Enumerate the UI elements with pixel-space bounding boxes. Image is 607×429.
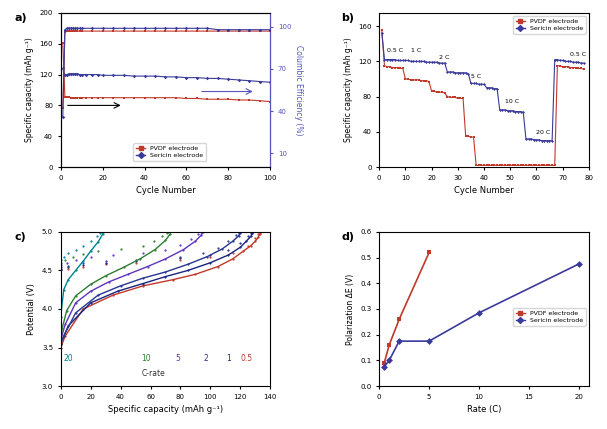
- Y-axis label: Specific capacity (mAh g⁻¹): Specific capacity (mAh g⁻¹): [344, 38, 353, 142]
- Text: 10: 10: [141, 354, 151, 363]
- Text: 2 C: 2 C: [439, 54, 450, 60]
- Text: C-rate: C-rate: [141, 369, 165, 378]
- Text: 0.5 C: 0.5 C: [571, 52, 586, 57]
- Y-axis label: Potential (V): Potential (V): [27, 283, 36, 335]
- Y-axis label: Polarization ΔE (V): Polarization ΔE (V): [346, 273, 354, 344]
- Text: b): b): [342, 13, 354, 23]
- Text: 1 C: 1 C: [411, 48, 421, 52]
- Text: 20 C: 20 C: [537, 130, 551, 136]
- Text: 0.5 C: 0.5 C: [387, 48, 403, 52]
- X-axis label: Cycle Number: Cycle Number: [135, 186, 195, 195]
- Y-axis label: Columbic Efficiency (%): Columbic Efficiency (%): [294, 45, 302, 135]
- X-axis label: Rate (C): Rate (C): [467, 405, 501, 414]
- Text: c): c): [15, 232, 26, 242]
- Text: 5: 5: [175, 354, 180, 363]
- Text: d): d): [342, 232, 354, 242]
- Text: 1: 1: [226, 354, 231, 363]
- Text: a): a): [15, 13, 27, 23]
- Legend: PVDF electrode, Sericin electrode: PVDF electrode, Sericin electrode: [513, 16, 586, 33]
- Y-axis label: Specific capacity (mAh g⁻¹): Specific capacity (mAh g⁻¹): [25, 38, 34, 142]
- Text: 10 C: 10 C: [505, 99, 519, 104]
- Text: 0.5: 0.5: [240, 354, 253, 363]
- X-axis label: Specific capacity (mAh g⁻¹): Specific capacity (mAh g⁻¹): [108, 405, 223, 414]
- Text: 2: 2: [203, 354, 208, 363]
- X-axis label: Cycle Number: Cycle Number: [454, 186, 514, 195]
- Legend: PVDF electrode, Sericin electrode: PVDF electrode, Sericin electrode: [134, 143, 206, 161]
- Text: 20: 20: [63, 354, 73, 363]
- Legend: PVDF electrode, Sericin electrode: PVDF electrode, Sericin electrode: [513, 308, 586, 326]
- Text: 5 C: 5 C: [471, 74, 481, 79]
